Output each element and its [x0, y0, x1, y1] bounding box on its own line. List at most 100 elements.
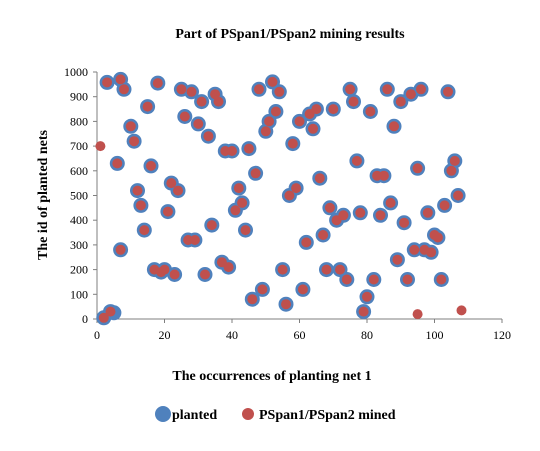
mined-point	[385, 197, 396, 208]
y-tick-label: 700	[70, 139, 88, 153]
mined-point	[139, 225, 150, 236]
x-tick-label: 60	[294, 328, 306, 342]
mined-point	[412, 163, 423, 174]
mined-point	[432, 232, 443, 243]
mined-point	[119, 84, 129, 95]
y-axis-label: The id of planted nets	[36, 129, 51, 259]
mined-point	[112, 158, 123, 169]
mined-point	[270, 106, 281, 117]
x-tick-label: 20	[159, 328, 171, 342]
mined-point	[399, 217, 410, 228]
mined-point	[402, 274, 413, 285]
mined-point	[200, 269, 210, 280]
mined-point	[233, 183, 244, 194]
mined-point	[392, 254, 403, 265]
mined-point	[203, 131, 214, 142]
mined-point	[254, 84, 264, 95]
mined-point	[159, 264, 170, 275]
mined-point	[146, 160, 156, 171]
mined-point	[382, 84, 393, 95]
legend-marker-mined	[242, 408, 254, 420]
mined-point	[328, 104, 339, 115]
mined-point	[115, 244, 126, 255]
y-tick-label: 200	[70, 263, 88, 277]
mined-point	[362, 291, 372, 302]
mined-point	[142, 101, 153, 112]
plot-area: 0 100 200 300 400 500 600 700 800 900 1000 0 20 40 60 8…	[64, 65, 511, 342]
mined-point	[243, 143, 254, 154]
mined-point	[206, 220, 217, 231]
mined-point	[345, 84, 356, 95]
mined-point	[412, 309, 423, 320]
mined-point	[176, 84, 187, 95]
mined-point	[436, 274, 447, 285]
mined-point	[169, 269, 180, 280]
mined-point	[281, 299, 291, 310]
x-tick-label: 80	[361, 328, 373, 342]
mined-point	[186, 86, 197, 97]
mined-point	[193, 118, 204, 129]
x-tick-label: 120	[493, 328, 511, 342]
series-planted	[96, 71, 466, 326]
mined-point	[405, 89, 416, 100]
mined-point	[129, 136, 140, 147]
mined-point	[416, 84, 426, 95]
mined-point	[297, 284, 308, 295]
mined-point	[389, 121, 399, 132]
x-axis-label: The occurrences of planting net 1	[172, 369, 371, 384]
mined-point	[260, 126, 271, 137]
mined-point	[294, 116, 305, 127]
chart-title: Part of PSpan1/PSpan2 mining results	[175, 27, 405, 42]
mined-point	[105, 306, 116, 317]
mined-point	[324, 202, 335, 213]
mined-point	[409, 244, 420, 255]
mined-point	[308, 123, 318, 134]
mined-point	[240, 225, 251, 236]
mined-point	[355, 207, 366, 218]
legend: planted PSpan1/PSpan2 mined	[155, 406, 396, 423]
x-tick-label: 0	[94, 328, 100, 342]
mined-point	[301, 237, 312, 248]
mined-point	[321, 264, 332, 275]
mined-point	[365, 106, 376, 117]
mined-point	[311, 104, 322, 115]
y-tick-label: 1000	[64, 65, 88, 79]
mined-point	[375, 210, 386, 221]
y-tick-label: 0	[82, 312, 88, 326]
mined-point	[135, 200, 146, 211]
y-tick-label: 100	[70, 287, 88, 301]
mined-point	[341, 274, 352, 285]
mined-point	[284, 190, 295, 201]
mined-point	[449, 155, 460, 166]
mined-point	[152, 78, 163, 89]
mined-point	[277, 264, 288, 275]
mined-point	[223, 262, 234, 273]
mined-point	[291, 183, 302, 194]
mined-point	[264, 116, 275, 127]
y-tick-label: 900	[70, 90, 88, 104]
mined-point	[213, 96, 224, 107]
legend-marker-planted	[155, 406, 171, 422]
legend-label-planted: planted	[172, 408, 217, 423]
y-tick-label: 400	[70, 213, 88, 227]
mined-point	[247, 294, 258, 305]
y-tick-label: 600	[70, 164, 88, 178]
mined-point	[335, 264, 345, 275]
mined-point	[98, 312, 109, 323]
y-tick-label: 500	[70, 189, 88, 203]
mined-point	[446, 165, 457, 176]
mined-point	[237, 197, 248, 208]
mined-point	[422, 207, 433, 218]
mined-point	[162, 206, 173, 217]
legend-label-mined: PSpan1/PSpan2 mined	[259, 408, 396, 423]
mined-point	[443, 86, 453, 97]
mined-point	[368, 274, 379, 285]
mined-point	[378, 170, 389, 181]
mined-point	[453, 190, 464, 201]
mined-point	[287, 138, 298, 149]
mined-point	[179, 111, 190, 122]
mined-point	[132, 185, 143, 196]
mined-point	[95, 141, 106, 152]
mined-point	[318, 230, 329, 240]
